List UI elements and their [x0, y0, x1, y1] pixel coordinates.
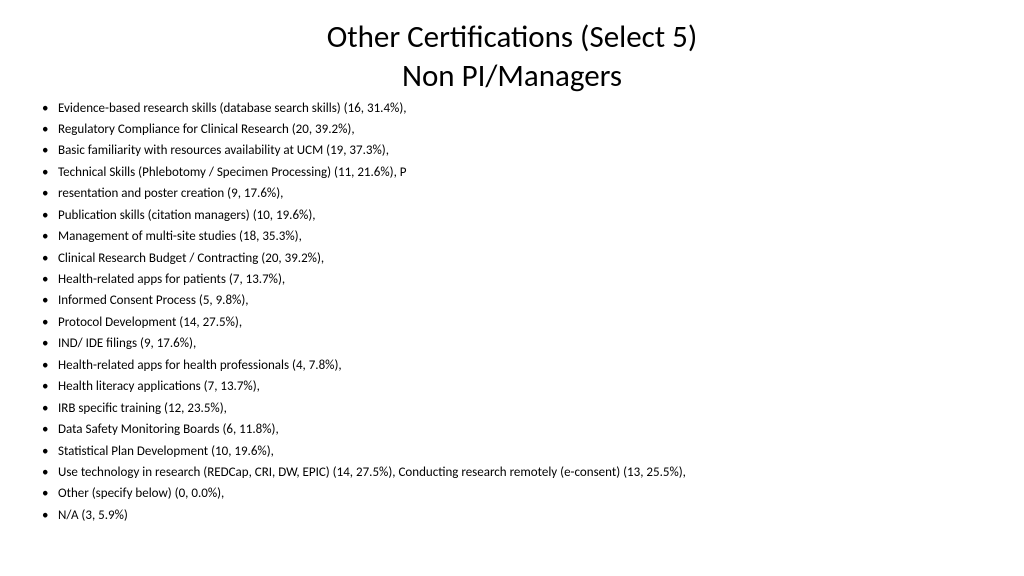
- bullet-list: Evidence-based research skills (database…: [30, 98, 994, 527]
- slide: Other Certifications (Select 5) Non PI/M…: [0, 0, 1024, 576]
- list-item: resentation and poster creation (9, 17.6…: [58, 183, 994, 204]
- list-item: Regulatory Compliance for Clinical Resea…: [58, 119, 994, 140]
- list-item: N/A (3, 5.9%): [58, 505, 994, 526]
- list-item: Basic familiarity with resources availab…: [58, 140, 994, 161]
- list-item: Technical Skills (Phlebotomy / Specimen …: [58, 162, 994, 183]
- list-item: Statistical Plan Development (10, 19.6%)…: [58, 441, 994, 462]
- list-item: IND/ IDE filings (9, 17.6%),: [58, 333, 994, 354]
- list-item: Evidence-based research skills (database…: [58, 98, 994, 119]
- slide-title: Other Certifications (Select 5) Non PI/M…: [30, 18, 994, 96]
- title-line-1: Other Certifications (Select 5): [327, 18, 698, 56]
- list-item: Other (specify below) (0, 0.0%),: [58, 483, 994, 504]
- list-item: Health literacy applications (7, 13.7%),: [58, 376, 994, 397]
- list-item: Use technology in research (REDCap, CRI,…: [58, 462, 994, 483]
- title-line-2: Non PI/Managers: [402, 57, 622, 95]
- list-item: IRB specific training (12, 23.5%),: [58, 398, 994, 419]
- list-item: Protocol Development (14, 27.5%),: [58, 312, 994, 333]
- list-item: Data Safety Monitoring Boards (6, 11.8%)…: [58, 419, 994, 440]
- list-item: Management of multi-site studies (18, 35…: [58, 226, 994, 247]
- list-item: Informed Consent Process (5, 9.8%),: [58, 290, 994, 311]
- list-item: Health-related apps for health professio…: [58, 355, 994, 376]
- list-item: Health-related apps for patients (7, 13.…: [58, 269, 994, 290]
- list-item: Clinical Research Budget / Contracting (…: [58, 248, 994, 269]
- list-item: Publication skills (citation managers) (…: [58, 205, 994, 226]
